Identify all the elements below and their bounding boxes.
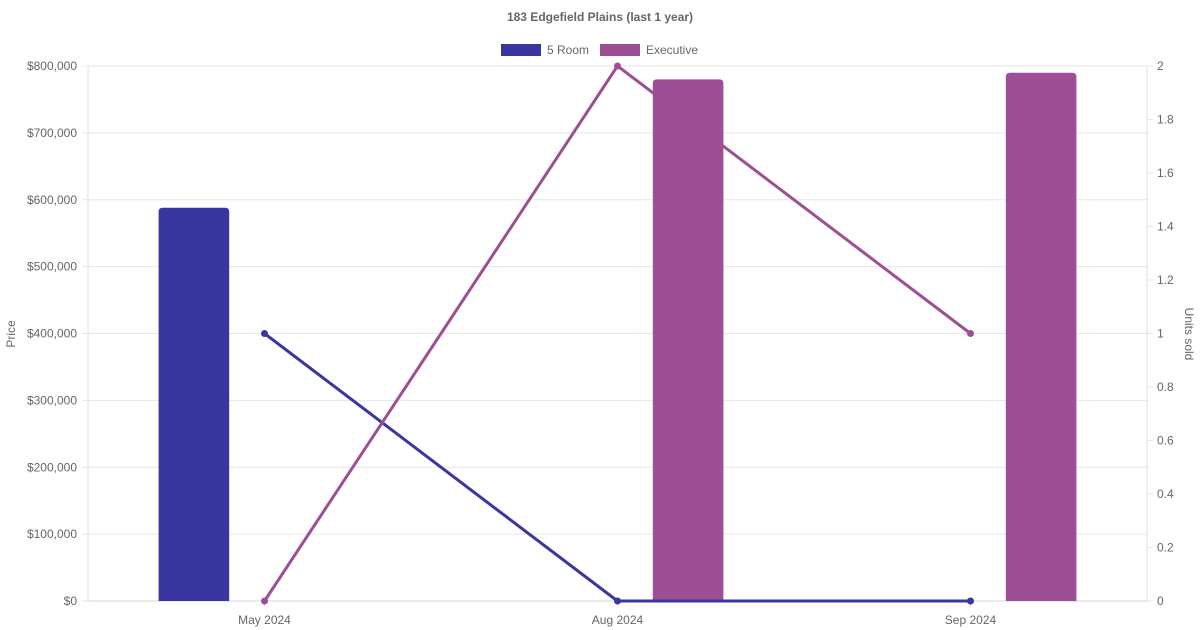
x-tick-label: Sep 2024 <box>945 613 997 627</box>
point <box>614 62 621 70</box>
right-tick-label: 1.8 <box>1157 113 1174 127</box>
left-axis-label: Price <box>4 320 18 348</box>
lines <box>261 62 974 605</box>
right-tick-label: 1.6 <box>1157 166 1174 180</box>
right-tick-label: 0.8 <box>1157 380 1174 394</box>
chart-title: 183 Edgefield Plains (last 1 year) <box>507 10 693 24</box>
point <box>967 330 974 337</box>
legend-swatch-5-room <box>501 44 541 56</box>
right-tick-label: 1 <box>1157 327 1164 341</box>
left-tick-label: $0 <box>64 594 78 608</box>
bar <box>158 207 230 601</box>
left-tick-label: $500,000 <box>27 260 77 274</box>
left-tick-label: $700,000 <box>27 126 77 140</box>
left-tick-label: $100,000 <box>27 527 77 541</box>
left-tick-label: $200,000 <box>27 460 77 474</box>
left-tick-label: $400,000 <box>27 327 77 341</box>
grid <box>82 65 1153 607</box>
point <box>261 330 268 337</box>
right-tick-label: 0.6 <box>1157 434 1174 448</box>
left-axis-ticks: $0 $100,000 $200,000 $300,000 $400,000 $500,0… <box>27 59 77 608</box>
right-axis-ticks: 0 0.2 0.4 0.6 0.8 1 1.2 1.4 1.6 1.8 2 <box>1157 59 1174 608</box>
bar <box>652 79 724 601</box>
right-tick-label: 1.4 <box>1157 220 1174 234</box>
x-tick-label: May 2024 <box>238 613 291 627</box>
legend-item-executive[interactable]: Executive <box>600 43 698 57</box>
right-tick-label: 1.2 <box>1157 273 1174 287</box>
right-tick-label: 0.2 <box>1157 541 1174 555</box>
right-tick-label: 0 <box>1157 594 1164 608</box>
left-tick-label: $300,000 <box>27 393 77 407</box>
x-tick-label: Aug 2024 <box>592 613 644 627</box>
left-tick-label: $600,000 <box>27 193 77 207</box>
point <box>261 597 268 605</box>
x-axis-ticks: May 2024 Aug 2024 Sep 2024 <box>238 613 996 627</box>
right-axis-label: Units sold <box>1182 308 1196 361</box>
bars <box>158 72 1077 601</box>
legend-item-5-room[interactable]: 5 Room <box>501 43 589 57</box>
right-tick-label: 0.4 <box>1157 487 1174 501</box>
legend-swatch-executive <box>600 44 640 56</box>
bar <box>1005 72 1077 601</box>
legend-label-executive: Executive <box>646 43 698 57</box>
point <box>614 597 621 605</box>
legend-label-5-room: 5 Room <box>547 43 589 57</box>
left-tick-label: $800,000 <box>27 59 77 73</box>
legend[interactable]: 5 Room Executive <box>501 43 698 57</box>
point <box>967 597 974 605</box>
right-tick-label: 2 <box>1157 59 1164 73</box>
